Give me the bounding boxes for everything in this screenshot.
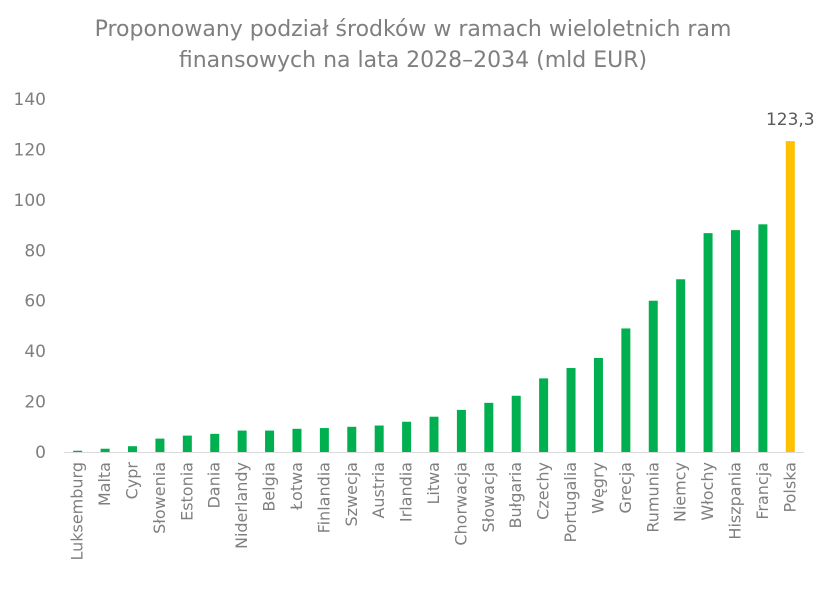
bar-słowenia: [155, 438, 165, 452]
bar-szwecja: [347, 426, 357, 452]
y-tick-label: 100: [14, 191, 46, 211]
chart-title-line-1: Proponowany podział środków w ramach wie…: [94, 17, 732, 42]
bar-rumunia: [648, 300, 658, 452]
chart-title-line-2: finansowych na lata 2028–2034 (mld EUR): [178, 48, 648, 73]
bar-włochy: [703, 233, 713, 452]
x-tick-label: Malta: [95, 462, 114, 506]
y-tick-label: 140: [14, 90, 46, 110]
x-tick-label: Niemcy: [671, 462, 690, 522]
bar-portugalia: [566, 368, 576, 452]
x-tick-label: Rumunia: [643, 462, 662, 533]
bar-bułgaria: [511, 395, 521, 452]
bar-litwa: [429, 416, 439, 452]
x-tick-label: Hiszpania: [725, 462, 744, 540]
x-tick-label: Litwa: [424, 462, 443, 505]
y-tick-label: 20: [24, 393, 46, 413]
x-tick-label: Irlandia: [397, 462, 416, 522]
bar-luksemburg: [73, 450, 83, 452]
bar-grecja: [621, 328, 631, 452]
x-tick-label: Polska: [780, 462, 799, 512]
x-tick-label: Słowenia: [150, 462, 169, 534]
x-tick-label: Luksemburg: [68, 462, 87, 561]
y-tick-label: 60: [24, 292, 46, 312]
x-tick-label: Szwecja: [342, 462, 361, 527]
y-tick-label: 40: [24, 342, 46, 362]
bar-łotwa: [292, 428, 302, 452]
bar-irlandia: [402, 421, 412, 452]
bar-series: [73, 141, 795, 453]
y-tick-label: 80: [24, 241, 46, 261]
x-tick-label: Węgry: [588, 462, 607, 514]
bar-austria: [374, 425, 384, 452]
x-tick-label: Estonia: [177, 462, 196, 521]
x-tick-label: Słowacja: [479, 462, 498, 532]
x-axis-labels: Luksemburg Malta Cypr Słowenia Estonia Dania N…: [68, 462, 800, 561]
bar-malta: [100, 448, 110, 452]
data-labels: 123,3: [766, 110, 815, 130]
x-tick-label: Chorwacja: [451, 462, 470, 546]
bar-czechy: [539, 378, 549, 452]
y-axis: 0 20 40 60 80 100 120 140: [14, 90, 46, 463]
x-tick-label: Austria: [369, 462, 388, 519]
x-tick-label: Łotwa: [287, 462, 306, 511]
bar-węgry: [593, 357, 603, 452]
x-tick-label: Grecja: [616, 462, 635, 514]
x-tick-label: Włochy: [698, 462, 717, 521]
bar-cypr: [128, 446, 138, 452]
y-tick-label: 120: [14, 140, 46, 160]
x-tick-label: Niderlandy: [232, 462, 251, 549]
bar-polska: [785, 141, 795, 453]
y-tick-label: 0: [35, 443, 46, 463]
data-label: 123,3: [766, 110, 815, 130]
x-tick-label: Bułgaria: [506, 462, 525, 528]
x-tick-label: Czechy: [534, 462, 553, 520]
bar-belgia: [265, 430, 275, 452]
bar-słowacja: [484, 402, 494, 452]
bar-dania: [210, 433, 220, 452]
x-tick-label: Francja: [753, 462, 772, 520]
bar-niemcy: [676, 279, 686, 452]
bar-chorwacja: [456, 409, 466, 452]
bar-niderlandy: [237, 430, 247, 452]
x-tick-label: Portugalia: [561, 462, 580, 543]
bar-francja: [758, 224, 768, 452]
x-tick-label: Dania: [205, 462, 224, 509]
x-tick-label: Cypr: [123, 462, 142, 500]
chart-title: Proponowany podział środków w ramach wie…: [0, 14, 826, 76]
bar-finlandia: [319, 428, 329, 452]
x-tick-label: Belgia: [260, 462, 279, 512]
bar-hiszpania: [730, 230, 740, 452]
x-tick-label: Finlandia: [314, 462, 333, 533]
bar-estonia: [182, 435, 192, 452]
